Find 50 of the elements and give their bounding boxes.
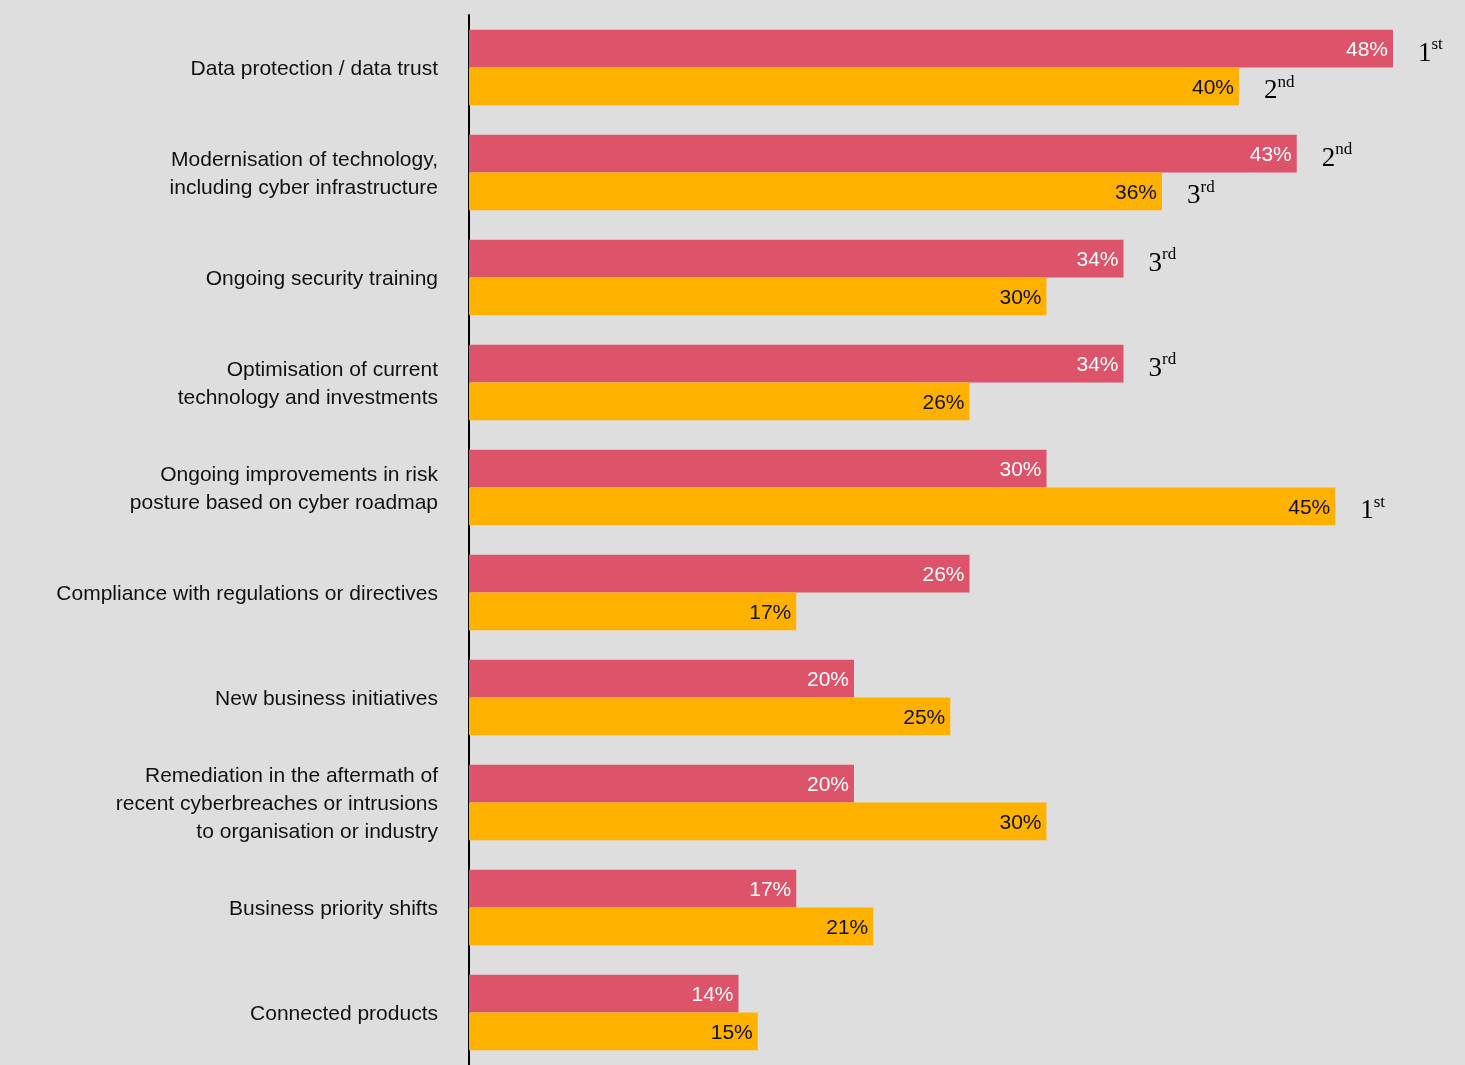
data-label: 45% xyxy=(1288,494,1331,518)
bar xyxy=(469,592,797,631)
data-label: 30% xyxy=(999,457,1042,481)
y-tick-label: Connected products xyxy=(250,1001,438,1024)
data-label: 17% xyxy=(749,877,792,901)
data-label: 21% xyxy=(826,914,869,938)
data-label: 25% xyxy=(903,704,946,728)
data-label: 34% xyxy=(1076,247,1119,271)
bar xyxy=(469,239,1124,278)
data-label: 20% xyxy=(806,772,849,796)
data-label: 30% xyxy=(999,284,1042,308)
y-tick-label: Ongoing improvements in risk posture based on cyber roadmap xyxy=(129,462,439,513)
data-label: 17% xyxy=(749,599,792,623)
bar xyxy=(469,974,739,1013)
bar xyxy=(469,869,797,908)
y-tick-label: Optimisation of current technology and investments xyxy=(177,357,439,408)
bar xyxy=(469,172,1162,211)
bar xyxy=(469,907,874,946)
bar xyxy=(469,449,1047,488)
y-tick-label: Remediation in the aftermath of recent cyberbreaches or intrusions to organisation or industry xyxy=(115,763,439,842)
y-tick-label: Business priority shifts xyxy=(229,896,438,919)
bar xyxy=(469,67,1239,106)
y-tick-label: Compliance with regulations or directives xyxy=(56,581,438,604)
data-label: 43% xyxy=(1249,142,1292,166)
bar xyxy=(469,382,970,421)
data-label: 48% xyxy=(1345,37,1388,61)
bar xyxy=(469,659,854,698)
data-label: 34% xyxy=(1076,352,1119,376)
data-label: 36% xyxy=(1114,179,1157,203)
bar xyxy=(469,277,1047,316)
data-label: 14% xyxy=(691,982,734,1006)
data-label: 30% xyxy=(999,809,1042,833)
bar xyxy=(469,802,1047,841)
data-label: 26% xyxy=(922,562,965,586)
data-label: 20% xyxy=(806,667,849,691)
y-tick-label: Ongoing security training xyxy=(205,266,438,289)
bar xyxy=(469,134,1297,173)
y-tick-label: Data protection / data trust xyxy=(190,56,439,79)
y-tick-label: Modernisation of technology, including cyber infrastructure xyxy=(169,147,438,198)
bar xyxy=(469,487,1336,526)
bar xyxy=(469,697,951,736)
bar xyxy=(469,554,970,593)
data-label: 15% xyxy=(710,1019,753,1043)
y-tick-label: New business initiatives xyxy=(215,686,438,709)
data-label: 26% xyxy=(922,389,965,413)
bar xyxy=(469,1012,758,1051)
bar xyxy=(469,29,1393,68)
data-label: 40% xyxy=(1191,74,1234,98)
bar xyxy=(469,344,1124,383)
bar xyxy=(469,764,854,803)
